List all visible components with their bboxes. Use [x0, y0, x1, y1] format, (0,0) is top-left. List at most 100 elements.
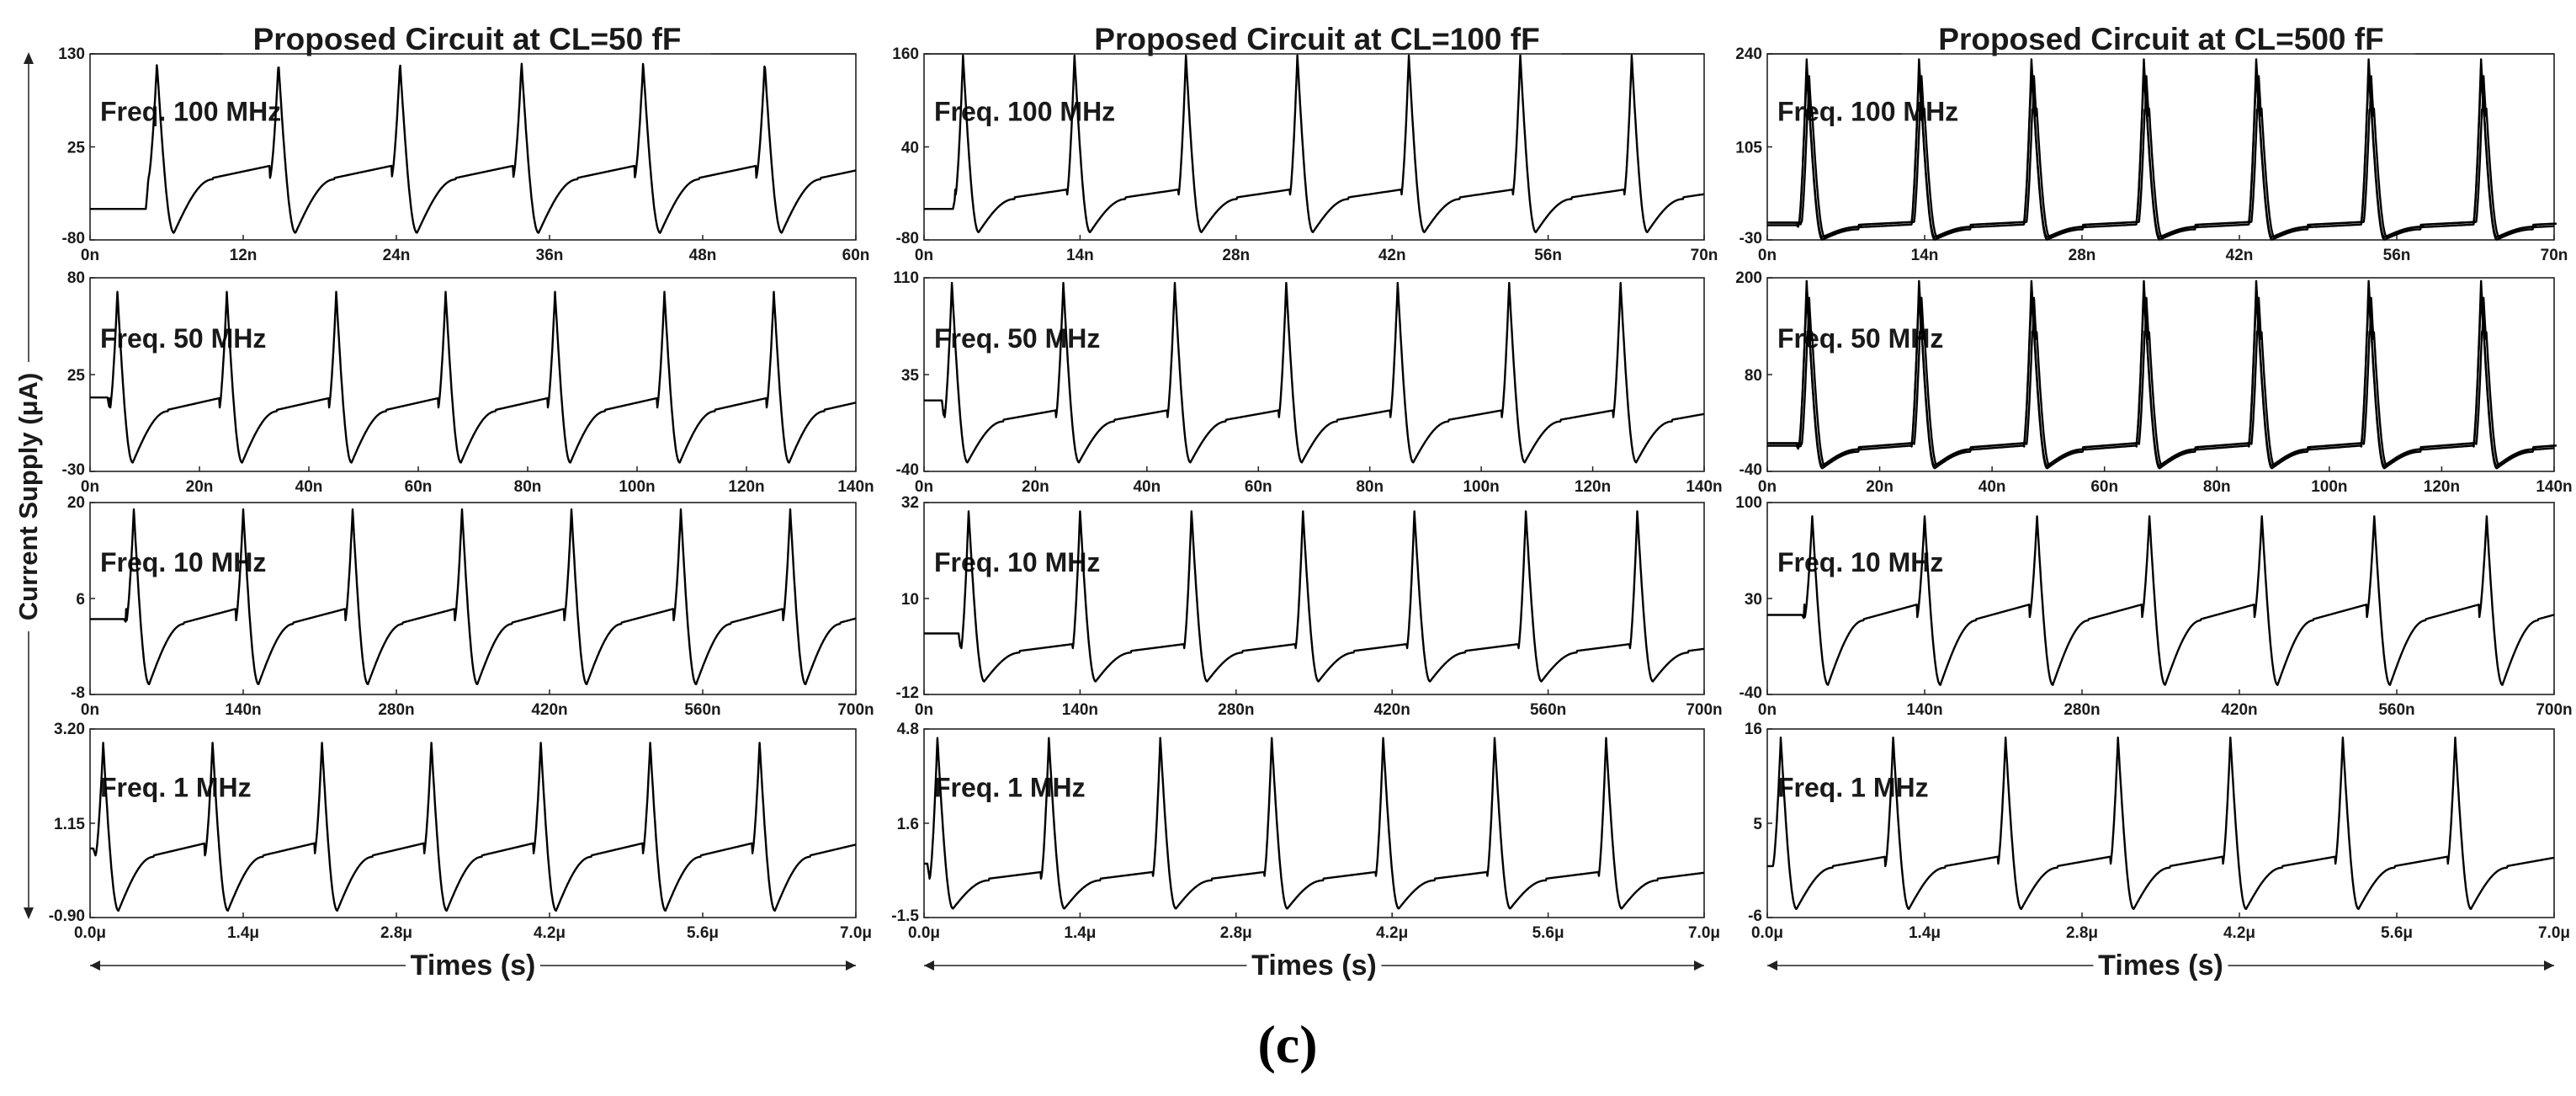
waveform-trace-variant: [1769, 75, 2557, 238]
y-tick-label: 6: [76, 591, 85, 609]
x-tick-label: 42n: [1378, 247, 1406, 264]
frequency-label: Freq. 50 MHz: [934, 323, 1100, 354]
x-tick-label: 0.0μ: [74, 924, 106, 942]
x-tick-label: 24n: [383, 247, 411, 264]
x-tick-label: 20n: [186, 478, 214, 496]
plot-frame: [1766, 277, 2555, 472]
frequency-label: Freq. 100 MHz: [934, 97, 1115, 127]
x-tick-label: 40n: [1133, 478, 1161, 496]
y-tick-label: -40: [1739, 461, 1762, 479]
panel-c0-r2: 20 6 -80n 140n 280n 420n 560n 700n Freq. 10 MHz: [67, 494, 874, 719]
x-tick-label: 5.6μ: [2381, 924, 2413, 942]
panel-c0-r3: 3.20 1.15 -0.900.0μ 1.4μ 2.8μ 4.2μ 5.6μ 7.0μ Fre…: [49, 721, 872, 942]
y-axis-annotation: Current Supply (μA): [13, 52, 43, 919]
x-tick-label: 140n: [1062, 701, 1098, 719]
panel-c1-r3: 4.8 1.6 -1.50.0μ 1.4μ 2.8μ 4.2μ 5.6μ 7.0μ Freq. …: [891, 721, 1720, 942]
waveform-trace: [89, 742, 857, 912]
panel-c2-r3: 16 5 -60.0μ 1.4μ 2.8μ 4.2μ 5.6μ 7.0μ Freq. 1 MHz: [1745, 721, 2570, 942]
x-tick-label: 0.0μ: [1751, 924, 1783, 942]
y-tick-label: 200: [1735, 269, 1762, 287]
y-tick-label: 40: [901, 140, 919, 157]
x-tick-label: 140n: [837, 478, 874, 496]
x-tick-label: 56n: [1534, 247, 1562, 264]
x-tick-label: 280n: [2063, 701, 2100, 719]
y-tick-label: -40: [1739, 684, 1762, 702]
waveform-trace: [1766, 58, 2555, 238]
x-tick-label: 140n: [1906, 701, 1942, 719]
waveform-trace: [923, 54, 1705, 233]
y-tick-label: 100: [1735, 494, 1762, 512]
plot-frame: [89, 728, 857, 918]
x-tick-label: 280n: [378, 701, 414, 719]
y-tick-label: 1.15: [54, 816, 85, 833]
y-tick-label: 160: [892, 45, 919, 63]
waveform-trace: [1766, 737, 2555, 910]
x-tick-label: 40n: [1978, 478, 2006, 496]
x-tick-label: 36n: [536, 247, 564, 264]
x-tick-label: 28n: [2069, 247, 2096, 264]
plot-frame: [89, 277, 857, 472]
y-tick-label: 16: [1745, 721, 1762, 738]
waveform-trace: [923, 510, 1705, 683]
x-tick-label: 80n: [2203, 478, 2231, 496]
x-tick-label: 48n: [689, 247, 717, 264]
x-tick-label: 0n: [1758, 247, 1777, 264]
x-tick-label: 7.0μ: [1688, 924, 1720, 942]
x-tick-label: 5.6μ: [687, 924, 719, 942]
y-tick-label: 130: [58, 45, 85, 63]
frequency-label: Freq. 10 MHz: [100, 547, 266, 577]
frequency-label: Freq. 100 MHz: [100, 97, 281, 127]
waveform-trace-variant: [1766, 67, 2555, 241]
x-tick-label: 70n: [1691, 247, 1718, 264]
x-tick-label: 80n: [514, 478, 542, 496]
y-axis-label: Current Supply (μA): [13, 373, 43, 621]
y-tick-label: 20: [67, 494, 85, 512]
x-tick-label: 2.8μ: [2066, 924, 2098, 942]
plot-frame: [89, 53, 857, 241]
x-tick-label: 0n: [915, 478, 933, 496]
y-tick-label: 80: [1745, 367, 1762, 385]
column-title-cl500: Proposed Circuit at CL=500 fF: [1938, 22, 2383, 56]
y-tick-label: 25: [67, 367, 86, 385]
frequency-label: Freq. 1 MHz: [100, 773, 252, 803]
x-tick-label: 42n: [2226, 247, 2254, 264]
x-tick-label: 120n: [1575, 478, 1611, 496]
x-axis-label: Times (s): [411, 950, 536, 982]
y-tick-label: -8: [71, 684, 85, 702]
x-tick-label: 4.2μ: [534, 924, 566, 942]
y-tick-label: 110: [893, 269, 919, 287]
x-tick-label: 4.2μ: [1376, 924, 1408, 942]
x-tick-label: 0n: [81, 701, 99, 719]
x-tick-label: 100n: [2311, 478, 2347, 496]
y-tick-label: -80: [62, 230, 85, 247]
y-tick-label: -80: [896, 230, 919, 247]
x-tick-label: 70n: [2541, 247, 2568, 264]
x-tick-label: 20n: [1866, 478, 1893, 496]
x-tick-label: 80n: [1356, 478, 1384, 496]
panel-c1-r2: 32 10 -120n 140n 280n 420n 560n 700n Freq. 10 MH…: [896, 494, 1723, 719]
frequency-label: Freq. 1 MHz: [934, 773, 1086, 803]
y-tick-label: 32: [901, 494, 919, 512]
x-tick-label: 280n: [1218, 701, 1254, 719]
y-tick-label: 240: [1735, 45, 1762, 63]
x-tick-label: 1.4μ: [227, 924, 259, 942]
waveform-trace: [1766, 279, 2555, 467]
x-tick-label: 700n: [1686, 701, 1722, 719]
waveform-trace: [1766, 515, 2555, 686]
x-tick-label: 14n: [1911, 247, 1939, 264]
x-axis-annotations: Times (s) Times (s) Times (s): [90, 940, 2554, 982]
x-tick-label: 0n: [81, 247, 99, 264]
waveform-trace: [89, 62, 857, 234]
x-tick-label: 28n: [1222, 247, 1250, 264]
y-tick-label: 10: [901, 591, 919, 609]
x-tick-label: 140n: [225, 701, 261, 719]
x-tick-label: 0n: [915, 247, 933, 264]
x-tick-label: 0n: [1758, 701, 1777, 719]
x-tick-label: 60n: [2090, 478, 2118, 496]
